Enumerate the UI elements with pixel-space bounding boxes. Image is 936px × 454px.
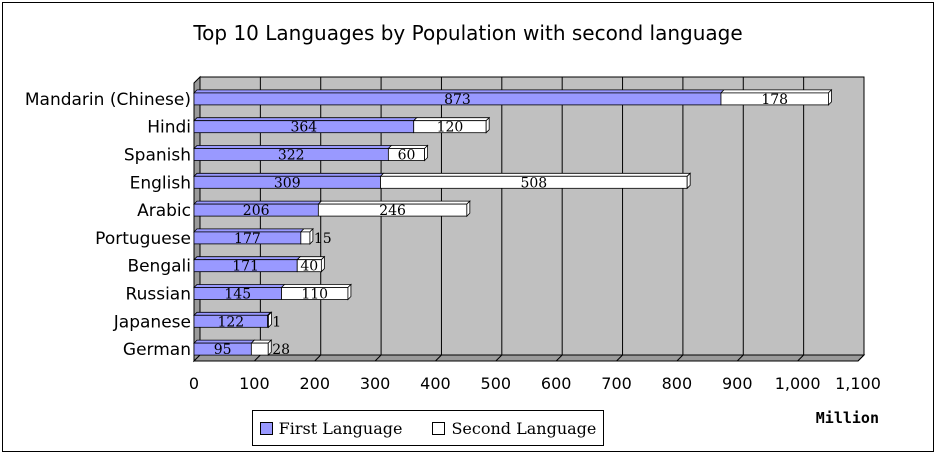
- x-tick-label: 1,100: [835, 374, 881, 393]
- data-label: 120: [437, 120, 464, 136]
- legend-label-second: Second Language: [451, 418, 597, 438]
- x-tick-label: 700: [601, 374, 632, 393]
- bar-second-language: [300, 231, 311, 245]
- category-label: Spanish: [124, 146, 191, 166]
- bar-end-face: [466, 200, 471, 218]
- legend-item-first: First Language: [259, 418, 403, 438]
- legend: First Language Second Language: [252, 410, 604, 446]
- category-label: German: [123, 340, 191, 360]
- legend-swatch-first: [259, 421, 273, 435]
- gridline-floor: [254, 354, 261, 362]
- data-label: 171: [232, 259, 259, 275]
- bar-end-face: [686, 172, 691, 190]
- bar-end-face: [828, 88, 832, 106]
- bar-end-face: [268, 311, 272, 329]
- data-label: 15: [314, 231, 332, 247]
- data-label: 309: [274, 175, 301, 191]
- gridline-floor: [736, 354, 744, 362]
- gridline-floor: [857, 354, 865, 362]
- category-label: Arabic: [137, 201, 191, 221]
- gridline-floor: [495, 354, 503, 362]
- x-tick-label: 300: [360, 374, 391, 393]
- bar-end-face: [267, 339, 272, 357]
- x-tick-label: 800: [662, 374, 693, 393]
- data-label: 40: [300, 259, 318, 275]
- data-label: 322: [278, 148, 305, 164]
- x-tick-label: 500: [481, 374, 512, 393]
- data-label: 206: [243, 203, 270, 219]
- legend-swatch-second: [432, 421, 446, 435]
- gridline-floor: [374, 354, 382, 362]
- data-label: 145: [224, 287, 251, 303]
- x-tick-label: 1,000: [775, 374, 821, 393]
- x-tick-label: 200: [299, 374, 330, 393]
- data-label: 110: [301, 287, 328, 303]
- legend-label-first: First Language: [278, 418, 403, 438]
- category-label: Bengali: [127, 257, 191, 277]
- category-label: Russian: [126, 285, 191, 305]
- chart-title: Top 10 Languages by Population with seco…: [193, 21, 743, 45]
- data-label: 364: [290, 120, 317, 136]
- legend-item-second: Second Language: [432, 419, 596, 438]
- gridline-floor: [676, 354, 684, 362]
- bar-end-face: [309, 227, 314, 245]
- data-label: 60: [398, 148, 416, 164]
- data-label: 246: [379, 203, 406, 219]
- bar-end-face: [424, 144, 428, 162]
- data-label: 178: [761, 92, 788, 108]
- category-label: Portuguese: [95, 229, 191, 249]
- gridline-floor: [435, 354, 442, 362]
- x-axis-unit: Million: [816, 409, 879, 427]
- plot-floor: [192, 354, 866, 362]
- bar-end-face: [347, 283, 352, 301]
- bar-end-face: [485, 116, 490, 134]
- x-tick-label: 400: [420, 374, 451, 393]
- gridline-floor: [555, 354, 563, 362]
- gridline-floor: [314, 354, 322, 362]
- category-label: Mandarin (Chinese): [25, 90, 191, 110]
- category-label: English: [130, 173, 191, 193]
- bar-end-face: [320, 255, 325, 273]
- data-label: 122: [217, 314, 244, 330]
- data-label: 95: [214, 342, 232, 358]
- data-label: 1: [272, 314, 281, 330]
- bar-chart: 0 100 200 300 400 500 600 700 800 900 1,000 1,100 Mi…: [25, 75, 881, 427]
- gridline-floor: [616, 354, 623, 362]
- x-tick-label: 100: [239, 374, 270, 393]
- data-label: 873: [444, 92, 471, 108]
- data-label: 508: [520, 175, 547, 191]
- data-label: 177: [234, 231, 261, 247]
- x-tick-label: 900: [722, 374, 753, 393]
- category-label: Japanese: [113, 312, 191, 332]
- gridline-floor: [797, 354, 804, 362]
- data-label: 28: [272, 342, 290, 358]
- x-tick-label: 0: [189, 374, 199, 393]
- bar-second-language: [250, 342, 269, 356]
- category-label: Hindi: [147, 118, 191, 138]
- x-tick-label: 600: [541, 374, 572, 393]
